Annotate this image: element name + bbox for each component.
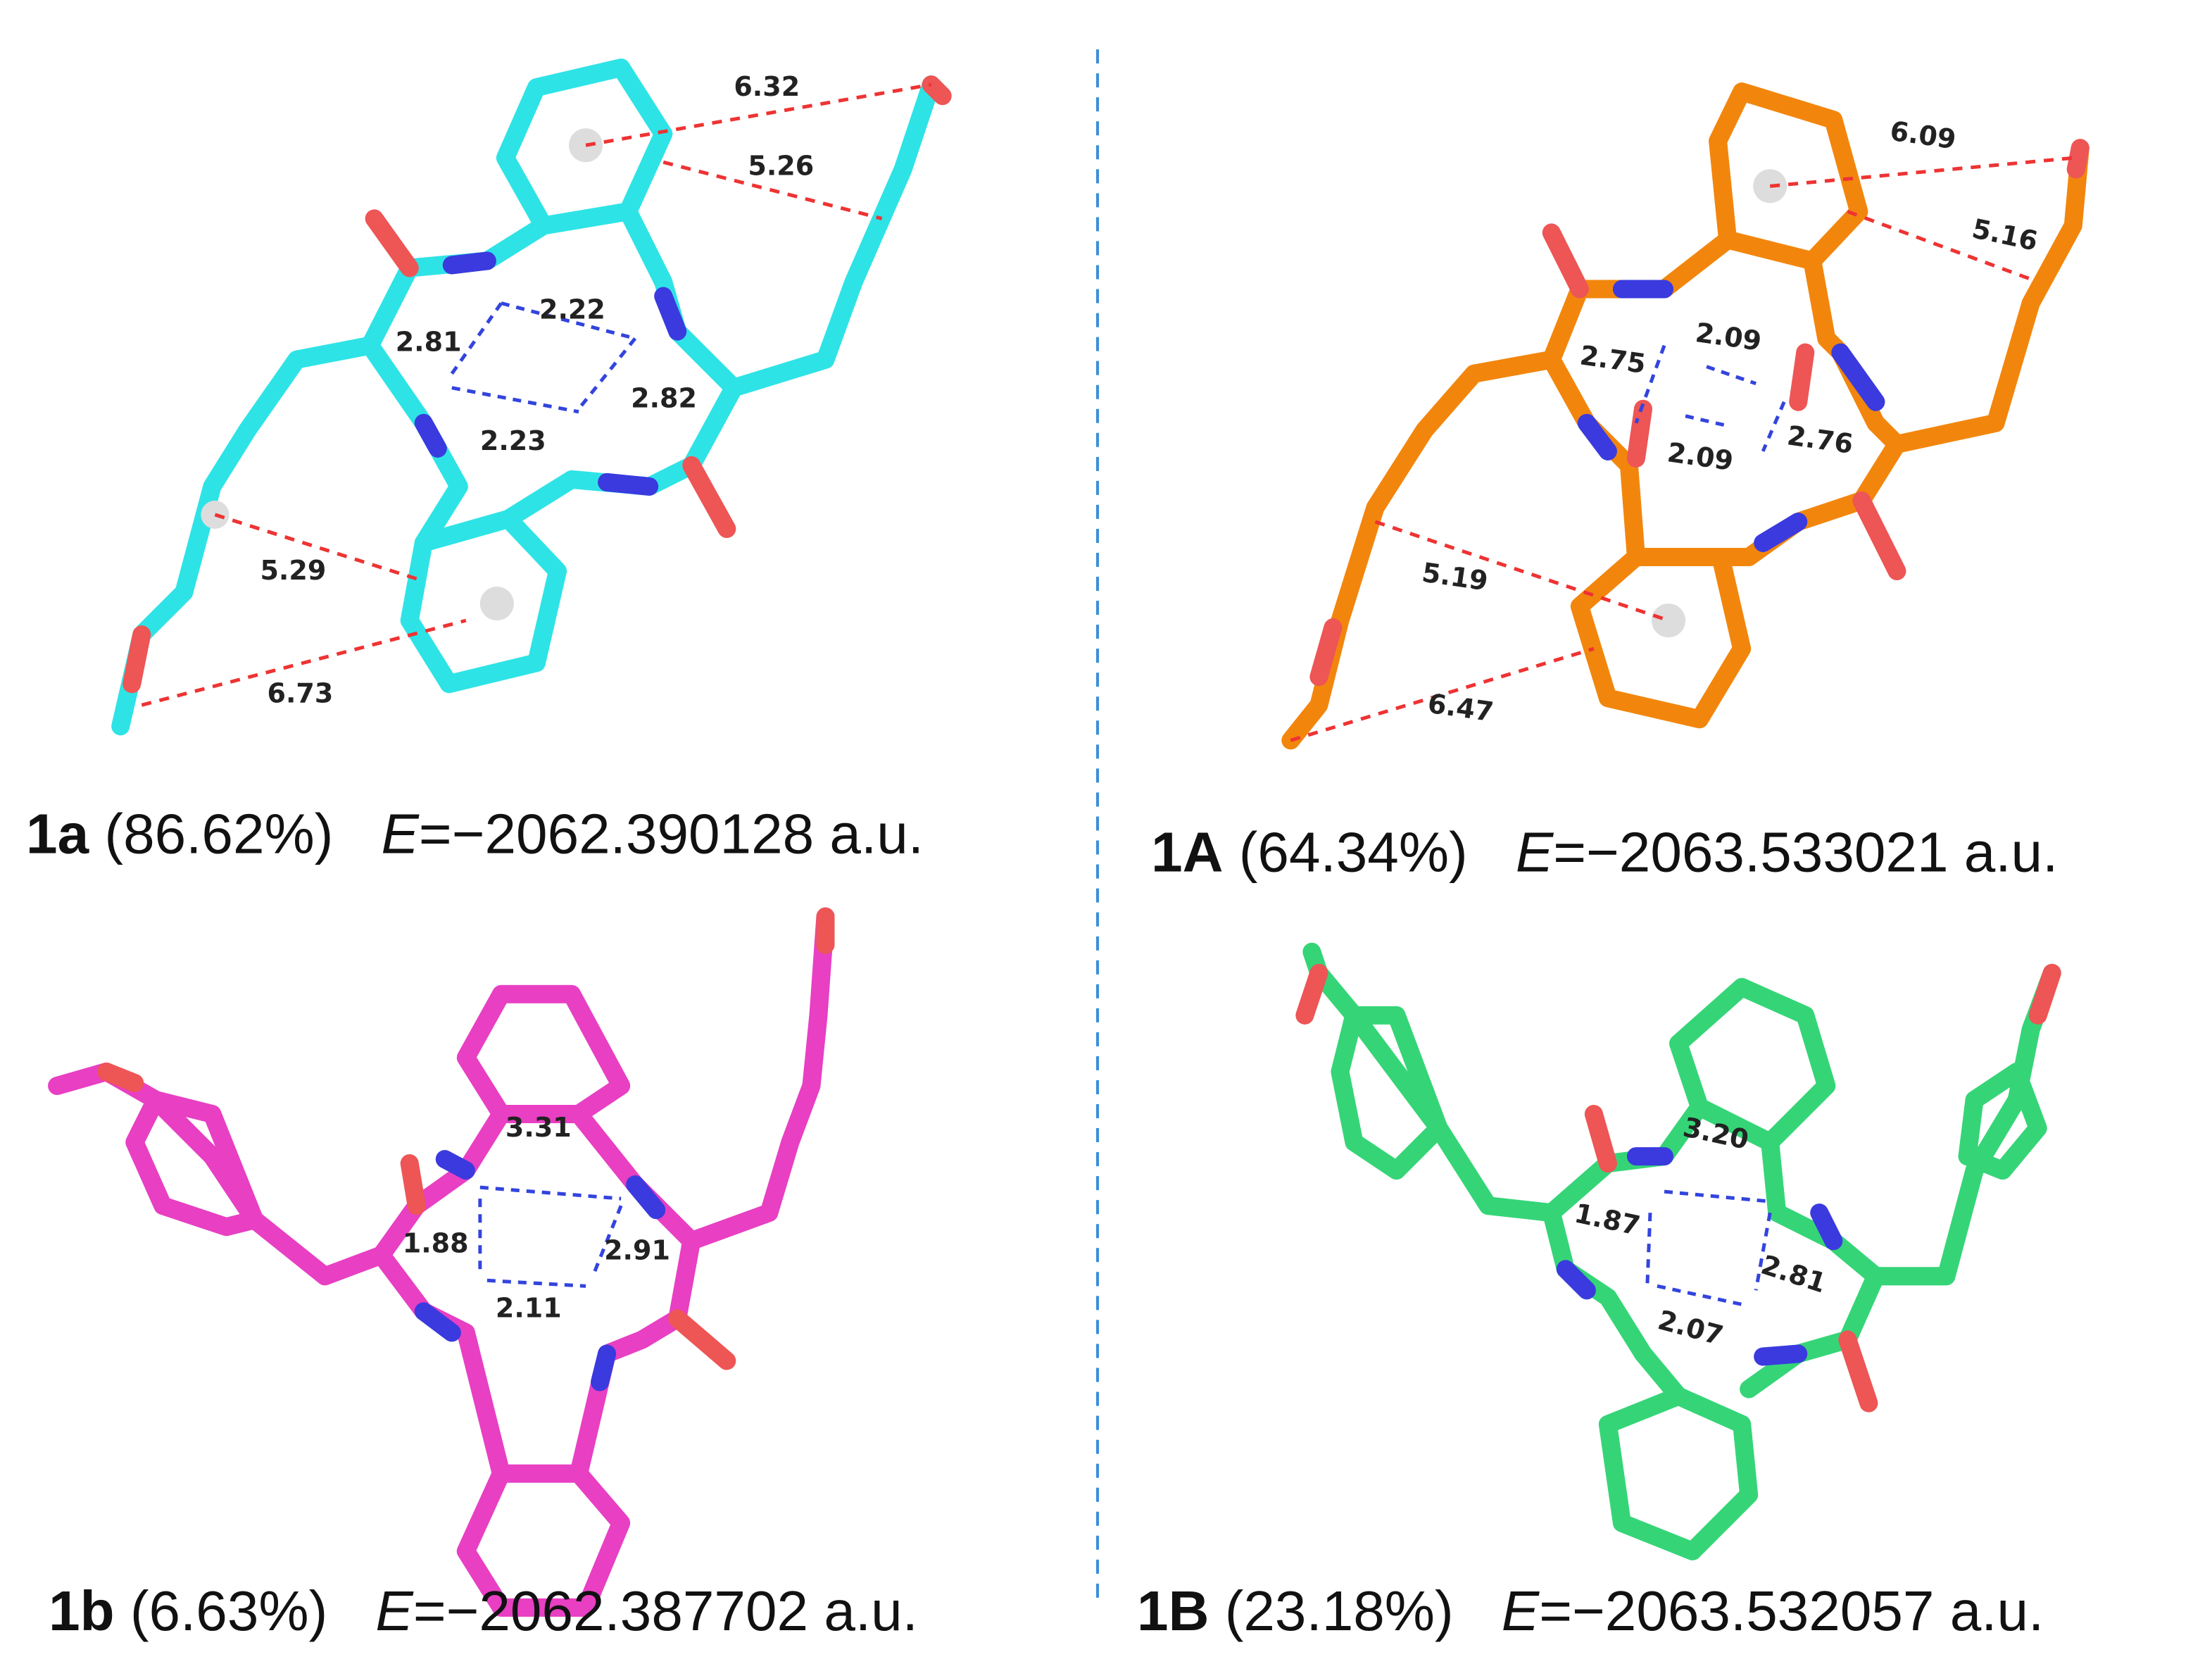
distance-label: 2.82 xyxy=(631,383,697,414)
distance-labels-1a: 6.32 5.26 2.22 2.81 2.82 2.23 5.29 6.73 xyxy=(260,71,814,708)
distance-label: 5.19 xyxy=(1420,557,1490,597)
distance-labels-1b: 3.31 1.88 2.91 2.11 xyxy=(403,1112,670,1323)
molecule-1a xyxy=(111,58,952,736)
distance-label: 2.76 xyxy=(1785,420,1855,460)
molecule-1b xyxy=(48,907,835,1617)
distance-label: 2.11 xyxy=(496,1292,562,1323)
centroid-sphere xyxy=(479,587,514,621)
interactions-1B xyxy=(1645,1189,1772,1306)
centroid-sphere xyxy=(1651,603,1686,638)
caption-1B: 1B (23.18%) E=−2063.532057 a.u. xyxy=(1137,1579,2044,1642)
distance-label: 2.07 xyxy=(1654,1304,1726,1351)
interactions-1a xyxy=(141,82,932,707)
distance-label: 2.75 xyxy=(1578,339,1647,380)
distance-label: 1.88 xyxy=(403,1227,469,1258)
distance-label: 3.31 xyxy=(505,1112,572,1143)
distance-label: 6.47 xyxy=(1426,688,1495,728)
distance-label: 6.32 xyxy=(734,71,800,102)
distance-label: 2.81 xyxy=(1757,1249,1830,1299)
caption-1A: 1A (64.34%) E=−2063.533021 a.u. xyxy=(1151,820,2058,884)
distance-label: 5.29 xyxy=(260,555,326,586)
caption-1a: 1a (86.62%) E=−2062.390128 a.u. xyxy=(26,802,924,865)
distance-label: 2.91 xyxy=(604,1234,670,1265)
interactions-1A xyxy=(1290,156,2073,742)
distance-label: 1.87 xyxy=(1572,1197,1643,1241)
distance-label: 2.23 xyxy=(480,425,546,456)
distance-label: 2.09 xyxy=(1694,317,1764,357)
molecule-1A xyxy=(1281,82,2090,750)
distance-label: 2.09 xyxy=(1666,437,1735,477)
molecule-1B xyxy=(1295,942,2061,1560)
caption-1b: 1b (6.63%) E=−2062.387702 a.u. xyxy=(49,1579,918,1642)
distance-label: 6.73 xyxy=(267,677,333,708)
interactions-1b xyxy=(478,1185,623,1288)
distance-label: 6.09 xyxy=(1888,115,1958,156)
distance-label: 2.22 xyxy=(539,294,605,325)
distance-label: 2.81 xyxy=(396,327,462,358)
distance-label: 5.16 xyxy=(1969,213,2040,257)
distance-label: 5.26 xyxy=(748,150,814,181)
